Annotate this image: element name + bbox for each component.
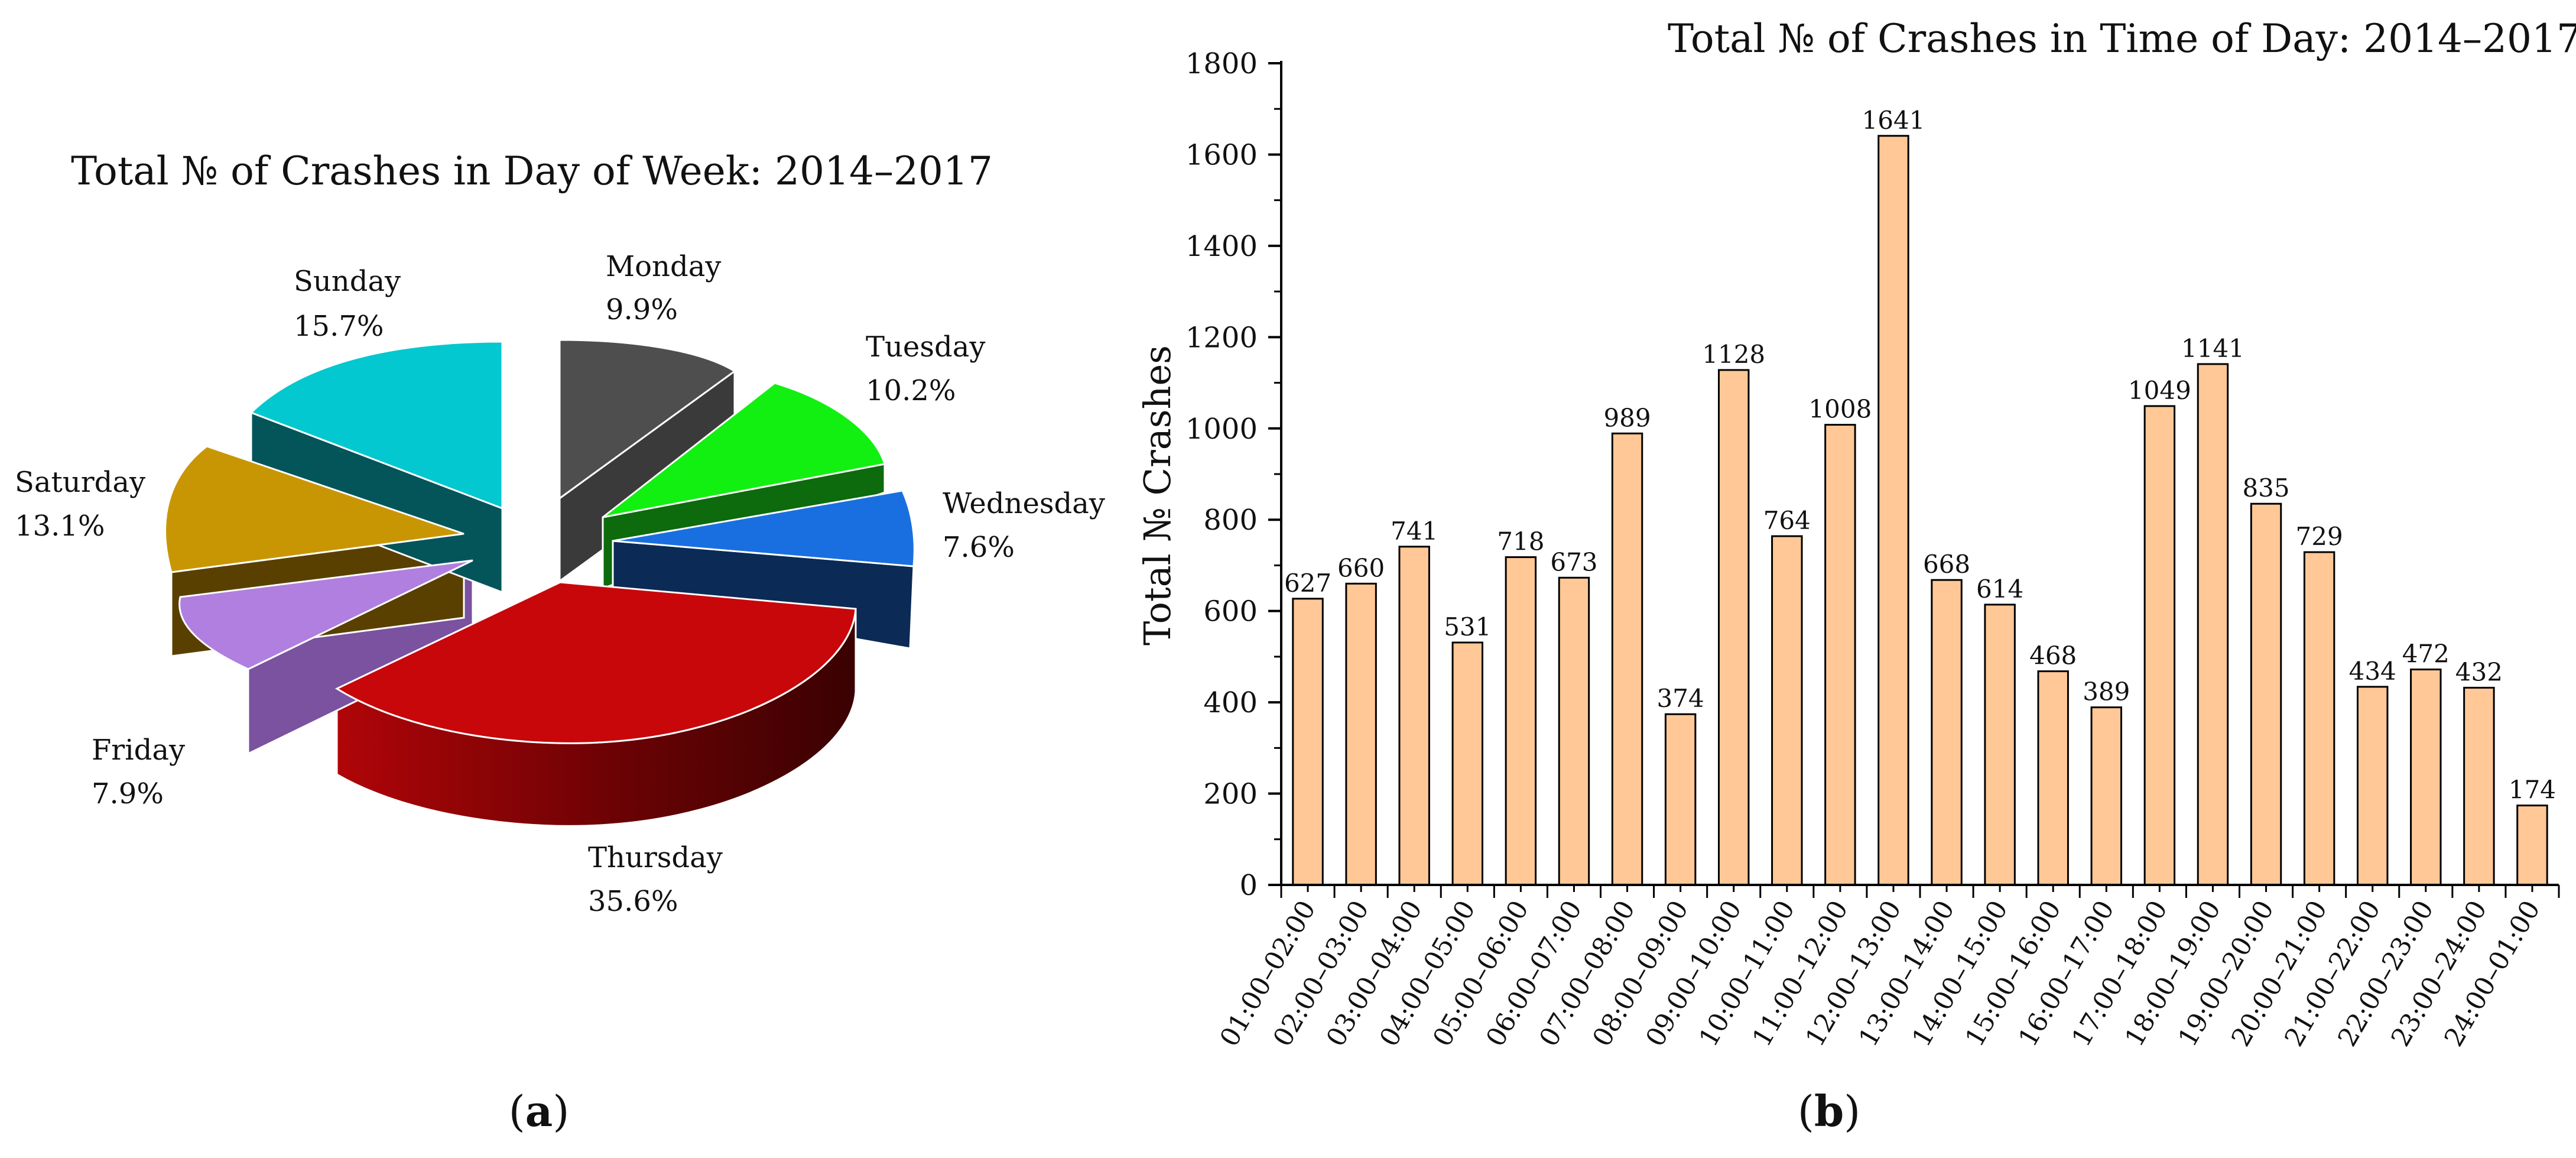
bar-series (1292, 135, 2548, 886)
bar (1398, 546, 1430, 886)
bar (1611, 432, 1643, 886)
pie-percent-wednesday: 7.6% (943, 531, 1015, 564)
y-tick-label: 200 (1203, 778, 1258, 811)
bar (1824, 424, 1856, 886)
pie-label-monday: Monday (606, 250, 721, 283)
bar (1558, 576, 1590, 886)
bar (2463, 686, 2495, 886)
bar-chart-panel: Total № of Crashes in Time of Day: 2014–… (1136, 16, 2576, 1136)
bar (2143, 405, 2176, 886)
pie-slice-tops (164, 339, 915, 744)
bar (1505, 556, 1537, 886)
pie-label-tuesday: Tuesday (866, 330, 985, 364)
bar (1877, 135, 1909, 886)
pie-percent-tuesday: 10.2% (866, 374, 956, 407)
pie-slice-wednesday (612, 489, 915, 567)
y-axis: 0 200 400 600 800 1000 1200 1400 1600 1800 (1185, 47, 1282, 902)
y-tick-label: 800 (1203, 504, 1258, 537)
bar-value-label: 389 (2083, 677, 2130, 706)
y-tick-label: 1600 (1185, 138, 1258, 171)
bar (2356, 686, 2389, 886)
pie-percent-monday: 9.9% (606, 293, 678, 326)
pie-label-thursday: Thursday (588, 841, 723, 874)
bar (1717, 369, 1750, 886)
bar-value-label: 374 (1657, 684, 1704, 713)
y-tick-label: 600 (1203, 595, 1258, 628)
bar-value-label: 531 (1444, 612, 1491, 641)
bar-value-label: 1641 (1862, 106, 1925, 135)
bar (2037, 670, 2069, 886)
bar (2516, 805, 2548, 886)
pie-label-wednesday: Wednesday (943, 487, 1105, 520)
bar (2090, 706, 2123, 886)
pie-slice-sunday (249, 340, 503, 510)
y-tick-label: 0 (1239, 869, 1258, 902)
bar-value-label: 764 (1763, 506, 1811, 535)
bar-value-label: 174 (2509, 776, 2556, 805)
pie-slice-thursday (334, 581, 857, 744)
pie-slice-monday (558, 339, 736, 500)
bar-value-label: 432 (2455, 657, 2503, 686)
bar (2250, 502, 2282, 886)
y-tick-label: 1000 (1185, 413, 1258, 446)
bar-value-label: 434 (2349, 657, 2396, 686)
bar-value-label: 668 (1923, 550, 1970, 579)
bar-value-label: 660 (1337, 553, 1385, 582)
bar-value-label: 472 (2402, 640, 2450, 669)
bar-value-label: 835 (2242, 473, 2289, 502)
bar (1984, 604, 2016, 886)
bar-value-label: 729 (2296, 522, 2343, 551)
pie-chart-panel: Total № of Crashes in Day of Week: 2014–… (15, 148, 1105, 1136)
pie-percent-friday: 7.9% (92, 777, 164, 810)
y-tick-label: 1800 (1185, 47, 1258, 80)
panel-label-b: (b) (1798, 1086, 1861, 1136)
bar-value-label: 741 (1391, 517, 1438, 546)
y-axis-label: Total № Crashes (1136, 345, 1179, 646)
bar (2303, 551, 2335, 886)
pie-slice-tuesday (602, 382, 886, 518)
bar (1931, 579, 1963, 886)
y-tick-label: 1200 (1185, 321, 1258, 354)
bar (1345, 582, 1377, 886)
bar (2410, 669, 2442, 886)
pie-slice-labels: Monday 9.9% Tuesday 10.2% Wednesday 7.6%… (15, 250, 1105, 918)
pie-percent-saturday: 13.1% (15, 510, 105, 543)
bar (1664, 713, 1697, 886)
bar-value-label: 614 (1976, 575, 2023, 604)
bar-value-label: 1128 (1702, 340, 1765, 369)
bar (1771, 535, 1803, 886)
bar (1451, 641, 1484, 886)
bar-value-label: 989 (1603, 403, 1651, 432)
bar-value-label: 718 (1497, 527, 1544, 556)
pie-label-sunday: Sunday (294, 265, 401, 298)
pie-label-friday: Friday (92, 734, 185, 767)
bar-chart-title: Total № of Crashes in Time of Day: 2014–… (1668, 16, 2576, 61)
pie-percent-thursday: 35.6% (588, 885, 678, 918)
y-tick-label: 400 (1203, 686, 1258, 719)
bar-value-label: 673 (1550, 547, 1597, 576)
pie-slice-saturday (164, 445, 464, 573)
bar-value-label: 1141 (2181, 334, 2244, 363)
pie-slice-friday (178, 559, 473, 670)
bar-value-label: 627 (1284, 569, 1331, 598)
bar-value-label: 1049 (2128, 376, 2191, 405)
bar (1292, 598, 1324, 886)
panel-label-a: (a) (509, 1086, 570, 1136)
y-tick-label: 1400 (1185, 230, 1258, 263)
x-axis: 01:00–02:0002:00–03:0003:00–04:0004:00–0… (1214, 884, 2560, 1052)
bar-value-label: 1008 (1808, 395, 1872, 424)
pie-chart-title: Total № of Crashes in Day of Week: 2014–… (71, 148, 993, 194)
bar-value-label: 468 (2029, 641, 2077, 670)
pie-percent-sunday: 15.7% (294, 310, 384, 343)
bar (2197, 363, 2229, 886)
pie-label-saturday: Saturday (15, 466, 145, 499)
